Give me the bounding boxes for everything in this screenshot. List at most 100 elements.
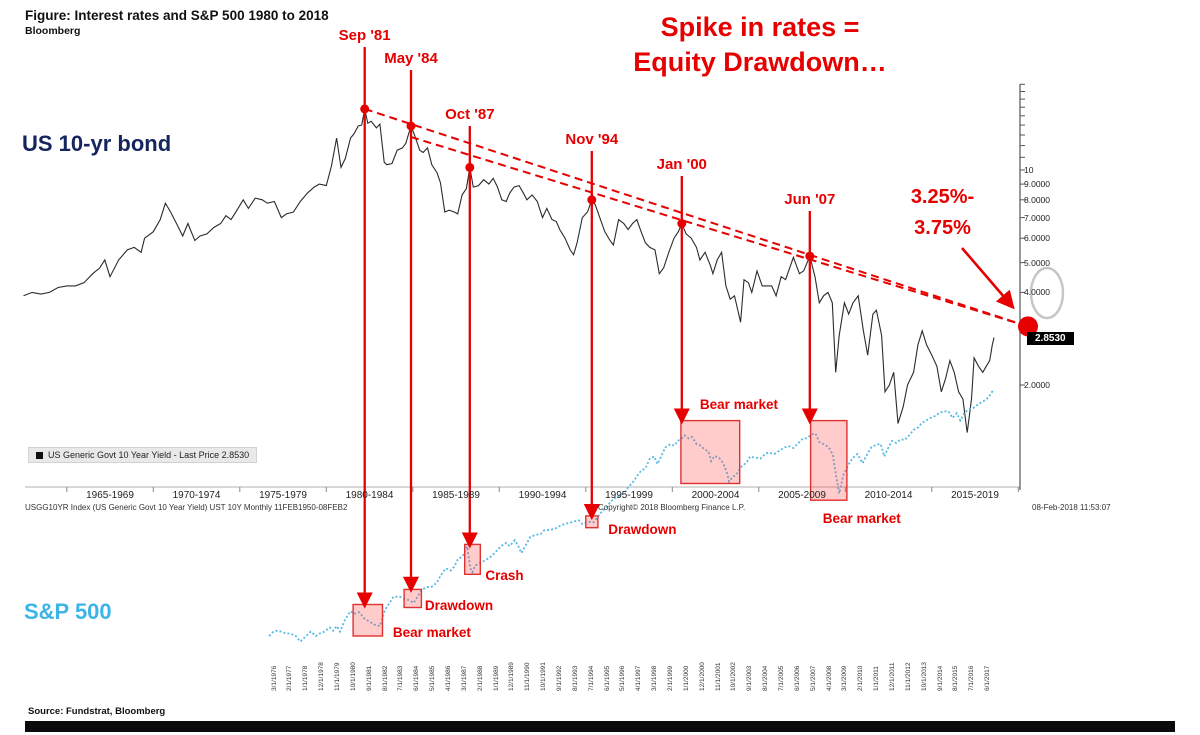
date-label: 3/1/2009 xyxy=(841,665,849,691)
y-axis-label: 5.0000 xyxy=(1024,257,1050,268)
peak-dot xyxy=(406,121,416,131)
date-label: 12/1/2000 xyxy=(698,662,706,691)
spike-callout-line2: Equity Drawdown… xyxy=(633,47,887,77)
drawdown-box xyxy=(352,603,384,637)
date-label: 12/1/2011 xyxy=(889,662,897,691)
legend: US Generic Govt 10 Year Yield - Last Pri… xyxy=(28,447,258,463)
date-label: 2/1/2010 xyxy=(857,665,865,691)
date-label: 10/1/1980 xyxy=(349,662,357,691)
drawdown-box xyxy=(585,515,599,529)
legend-swatch-icon xyxy=(36,451,43,459)
date-label: 6/1/2006 xyxy=(793,665,801,691)
peak-label: May '84 xyxy=(384,50,438,67)
x-axis-label: 1990-1994 xyxy=(518,490,567,501)
event-label: Bear market xyxy=(822,510,901,526)
x-axis-label: 1975-1979 xyxy=(259,490,307,501)
sp500-line xyxy=(268,389,994,643)
drawdown-box xyxy=(809,419,848,501)
date-label: 4/1/1997 xyxy=(635,665,643,691)
footer-timestamp: 08-Feb-2018 11:53:07 xyxy=(1032,503,1111,512)
rate-target-callout: 3.25%- 3.75% xyxy=(880,182,1005,244)
x-axis-label: 1970-1974 xyxy=(172,490,221,501)
date-label: 1/1/1989 xyxy=(492,665,500,691)
date-label: 6/1/1984 xyxy=(413,665,421,691)
drawdown-box xyxy=(464,543,482,576)
date-label: 10/1/2013 xyxy=(920,662,928,691)
date-label: 5/1/2007 xyxy=(809,665,817,691)
peak-dot xyxy=(465,162,475,172)
y-axis-label: 2.0000 xyxy=(1024,379,1050,390)
date-label: 7/1/1994 xyxy=(587,665,595,691)
date-label: 2/1/1988 xyxy=(476,665,484,691)
date-label: 5/1/1996 xyxy=(619,665,627,691)
date-label: 11/1/2012 xyxy=(904,662,912,691)
event-label: Bear market xyxy=(392,625,471,640)
bond-series-label: US 10-yr bond xyxy=(22,131,172,156)
drawdown-box xyxy=(403,588,423,609)
last-price-box: 2.8530 xyxy=(1027,332,1074,345)
footer-meta: USGG10YR Index (US Generic Govt 10 Year … xyxy=(25,503,348,512)
date-label: 2/1/1977 xyxy=(286,665,294,691)
peak-label: Sep '81 xyxy=(338,27,391,44)
peak-label: Nov '94 xyxy=(565,131,619,148)
date-label: 3/1/1987 xyxy=(460,665,468,691)
peak-dot xyxy=(677,219,687,228)
figure-title: Figure: Interest rates and S&P 500 1980 … xyxy=(25,8,329,23)
event-label: Crash xyxy=(485,567,524,583)
x-axis-label: 2005-2009 xyxy=(778,490,826,501)
y-axis-label: 6.0000 xyxy=(1024,233,1050,244)
rate-target-arrow xyxy=(961,247,1015,310)
date-label: 9/1/1981 xyxy=(365,665,373,691)
rate-target-line1: 3.25%- xyxy=(910,186,975,208)
date-label: 2/1/1999 xyxy=(667,665,675,691)
date-label: 6/1/1995 xyxy=(603,665,611,691)
x-axis-label: 2000-2004 xyxy=(691,490,740,501)
date-label: 3/1/1998 xyxy=(651,665,659,691)
final-rate-dot xyxy=(1018,316,1038,337)
x-axis-label: 1985-1989 xyxy=(432,490,480,501)
date-label: 3/1/1976 xyxy=(270,665,278,691)
y-axis-label: 10 xyxy=(1024,165,1034,175)
y-axis-label: 7.0000 xyxy=(1024,212,1050,223)
date-label: 8/1/1982 xyxy=(381,665,389,691)
rate-target-line2: 3.75% xyxy=(914,217,971,239)
y-axis-label: 4.0000 xyxy=(1024,287,1050,298)
peak-label: Oct '87 xyxy=(445,106,495,123)
legend-text: US Generic Govt 10 Year Yield - Last Pri… xyxy=(48,450,250,460)
footer-copyright: Copyright© 2018 Bloomberg Finance L.P. xyxy=(598,503,746,512)
x-axis-label: 2015-2019 xyxy=(951,490,999,501)
peak-dot xyxy=(360,104,370,114)
peak-label: Jan '00 xyxy=(656,156,707,173)
y-axis-label: 9.0000 xyxy=(1024,179,1050,190)
x-axis-label: 1965-1969 xyxy=(86,490,134,501)
date-label: 7/1/1983 xyxy=(397,665,405,691)
drawdown-box xyxy=(680,419,741,485)
date-label: 4/1/2008 xyxy=(825,665,833,691)
date-label: 12/1/1978 xyxy=(318,662,326,691)
date-label: 1/1/2011 xyxy=(873,666,881,691)
bottom-bar xyxy=(25,721,1175,732)
date-label: 8/1/2015 xyxy=(952,665,960,691)
date-label: 10/1/1991 xyxy=(540,662,548,691)
date-label: 1/1/1978 xyxy=(302,665,310,691)
figure-subtitle: Bloomberg xyxy=(25,25,81,37)
event-label: Drawdown xyxy=(608,522,677,538)
date-label: 12/1/1989 xyxy=(508,662,516,691)
peak-dot xyxy=(805,251,815,261)
peak-dot xyxy=(587,195,597,205)
date-label: 5/1/1985 xyxy=(429,665,437,691)
trend-line xyxy=(410,136,1029,328)
watermark-circle xyxy=(1029,266,1065,320)
x-axis-label: 1980-1984 xyxy=(345,490,394,501)
spike-callout-line1: Spike in rates = xyxy=(660,12,860,42)
date-label: 1/1/2000 xyxy=(682,665,690,691)
date-label: 9/1/2003 xyxy=(746,665,754,691)
peak-label: Jun '07 xyxy=(784,191,836,208)
x-axis-label: 2010-2014 xyxy=(864,490,913,501)
sp500-series-label: S&P 500 xyxy=(24,599,112,624)
date-label: 10/1/2002 xyxy=(730,662,738,691)
date-label: 7/1/2005 xyxy=(778,665,786,691)
date-label: 11/1/1990 xyxy=(524,662,532,691)
